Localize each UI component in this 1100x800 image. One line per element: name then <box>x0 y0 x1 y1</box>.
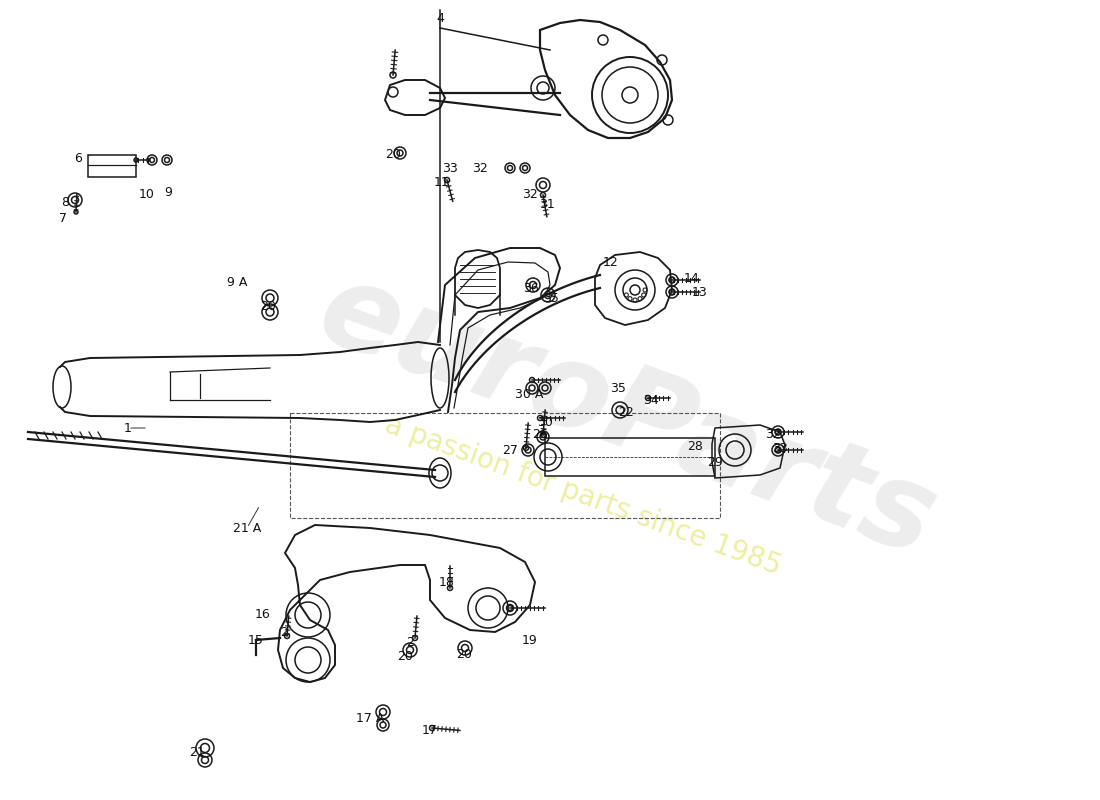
Text: 9: 9 <box>164 186 172 199</box>
Text: 12: 12 <box>603 257 619 270</box>
Text: 35: 35 <box>610 382 626 394</box>
Bar <box>544 438 715 476</box>
Text: 26: 26 <box>532 429 548 442</box>
Text: 30 A: 30 A <box>515 389 543 402</box>
Text: a passion for parts since 1985: a passion for parts since 1985 <box>381 411 785 581</box>
Text: 33: 33 <box>772 442 788 455</box>
Text: 21: 21 <box>189 746 205 758</box>
Text: 22: 22 <box>618 406 634 418</box>
Text: 34: 34 <box>644 394 659 406</box>
Text: 13: 13 <box>692 286 708 298</box>
Text: 2: 2 <box>280 626 288 638</box>
Text: 17 A: 17 A <box>355 711 384 725</box>
Text: 19: 19 <box>522 634 538 646</box>
Text: 18: 18 <box>439 575 455 589</box>
Text: 28: 28 <box>688 441 703 454</box>
Text: 20: 20 <box>397 650 412 662</box>
Text: 32: 32 <box>472 162 488 174</box>
Text: 31: 31 <box>539 198 554 211</box>
Text: 16: 16 <box>255 609 271 622</box>
Text: 30: 30 <box>537 415 553 429</box>
Text: 35: 35 <box>543 291 559 305</box>
Text: 14: 14 <box>684 271 700 285</box>
Text: 17: 17 <box>422 723 438 737</box>
Bar <box>88 155 136 177</box>
Text: 27: 27 <box>502 443 518 457</box>
Text: 21 A: 21 A <box>233 522 261 534</box>
Text: 15: 15 <box>249 634 264 646</box>
Text: euroParts: euroParts <box>304 251 950 581</box>
Text: 7: 7 <box>59 211 67 225</box>
Text: 11: 11 <box>434 177 450 190</box>
Text: 6: 6 <box>74 151 81 165</box>
Text: 33: 33 <box>442 162 458 174</box>
Text: 1: 1 <box>124 422 132 434</box>
Text: 20: 20 <box>456 649 472 662</box>
Text: 36: 36 <box>524 282 539 294</box>
Text: 32: 32 <box>766 429 781 442</box>
Text: 32: 32 <box>522 189 538 202</box>
Text: 20: 20 <box>260 301 276 314</box>
Text: 29: 29 <box>707 455 723 469</box>
Bar <box>290 413 720 518</box>
Text: 4: 4 <box>436 11 444 25</box>
Text: 9 A: 9 A <box>227 275 248 289</box>
Text: 10: 10 <box>139 189 155 202</box>
Text: 20: 20 <box>385 149 400 162</box>
Text: 8: 8 <box>60 197 69 210</box>
Text: 2: 2 <box>406 637 414 650</box>
